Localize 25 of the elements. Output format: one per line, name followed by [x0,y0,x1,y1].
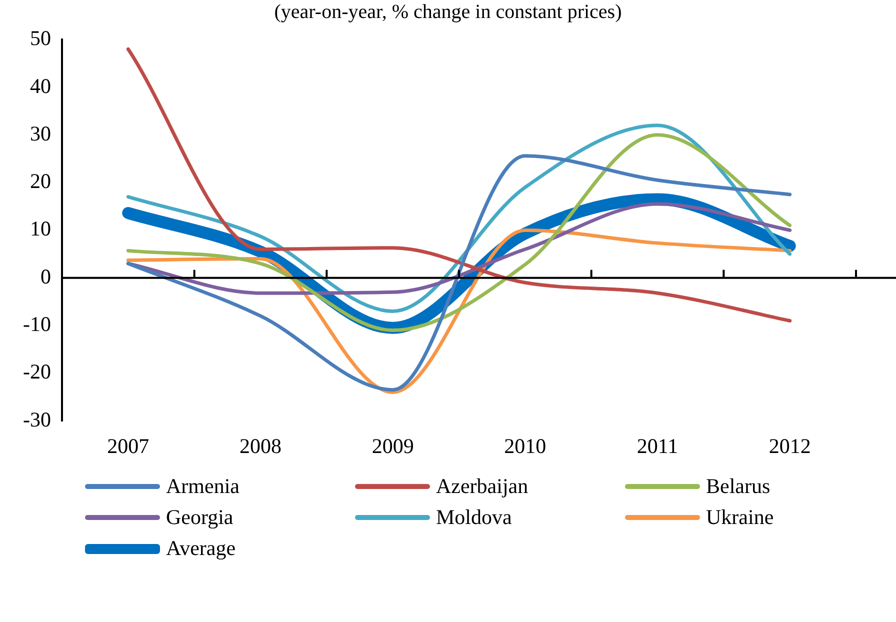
x-tick-label: 2010 [504,434,546,458]
legend-label: Armenia [166,474,240,499]
legend-label: Moldova [436,505,512,530]
y-tick-label: -30 [22,407,51,432]
line-series [126,47,792,322]
y-tick-label: 0 [40,264,51,288]
y-tick-label: 20 [30,169,51,194]
legend-label: Ukraine [706,505,774,530]
legend-label: Belarus [706,474,770,499]
legend-label: Average [166,536,236,561]
y-tick-label: -20 [22,360,51,384]
legend-label: Azerbaijan [436,474,528,499]
legend-label: Georgia [166,505,234,530]
y-tick-label: 30 [30,121,51,146]
x-tick-label: 2007 [107,434,150,458]
chart-title: (year-on-year, % change in constant prices) [273,0,623,24]
y-tick-label: 40 [30,74,51,98]
y-tick-label: -10 [22,312,51,336]
x-tick-label: 2009 [372,434,414,458]
y-tick-label: 10 [30,216,51,241]
x-tick-label: 2008 [239,434,282,458]
line-series [126,154,792,392]
x-tick-label: 2012 [768,434,811,458]
x-tick-label: 2011 [636,434,678,458]
y-tick-label: 50 [30,26,51,50]
